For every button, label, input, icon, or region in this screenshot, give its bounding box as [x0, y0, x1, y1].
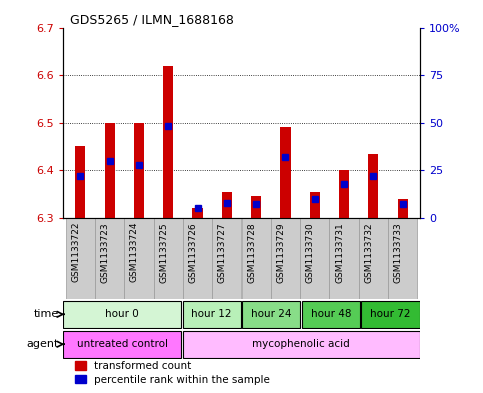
- Bar: [95, 218, 124, 299]
- Bar: [310, 192, 320, 218]
- Bar: [183, 218, 212, 299]
- Bar: [192, 208, 203, 218]
- Bar: [302, 301, 360, 328]
- Bar: [163, 66, 173, 218]
- Text: mycophenolic acid: mycophenolic acid: [252, 339, 350, 349]
- Text: GSM1133724: GSM1133724: [130, 222, 139, 283]
- Bar: [398, 199, 408, 218]
- Bar: [361, 301, 420, 328]
- Bar: [134, 123, 144, 218]
- Text: hour 0: hour 0: [105, 309, 139, 319]
- Bar: [388, 218, 417, 299]
- Bar: [183, 301, 241, 328]
- Text: hour 24: hour 24: [251, 309, 292, 319]
- Bar: [124, 218, 154, 299]
- Bar: [339, 170, 349, 218]
- Bar: [242, 301, 300, 328]
- Text: hour 12: hour 12: [191, 309, 232, 319]
- Text: GSM1133722: GSM1133722: [71, 222, 80, 283]
- Bar: [359, 218, 388, 299]
- Text: GSM1133726: GSM1133726: [188, 222, 198, 283]
- Text: GDS5265 / ILMN_1688168: GDS5265 / ILMN_1688168: [70, 13, 234, 26]
- Bar: [329, 218, 359, 299]
- Bar: [104, 123, 115, 218]
- Text: GSM1133723: GSM1133723: [100, 222, 110, 283]
- Bar: [280, 127, 291, 218]
- Text: agent: agent: [27, 339, 59, 349]
- Bar: [251, 196, 261, 218]
- Text: hour 72: hour 72: [370, 309, 411, 319]
- Bar: [300, 218, 329, 299]
- Text: GSM1133729: GSM1133729: [276, 222, 285, 283]
- Legend: transformed count, percentile rank within the sample: transformed count, percentile rank withi…: [75, 362, 270, 384]
- Text: GSM1133732: GSM1133732: [364, 222, 373, 283]
- Text: GSM1133727: GSM1133727: [218, 222, 227, 283]
- Bar: [183, 331, 420, 358]
- Text: GSM1133728: GSM1133728: [247, 222, 256, 283]
- Text: hour 48: hour 48: [311, 309, 351, 319]
- Text: GSM1133731: GSM1133731: [335, 222, 344, 283]
- Bar: [271, 218, 300, 299]
- Bar: [63, 331, 181, 358]
- Bar: [75, 147, 85, 218]
- Text: GSM1133733: GSM1133733: [394, 222, 403, 283]
- Bar: [222, 192, 232, 218]
- Bar: [66, 218, 95, 299]
- Text: untreated control: untreated control: [77, 339, 168, 349]
- Text: time: time: [34, 309, 59, 319]
- Bar: [242, 218, 271, 299]
- Bar: [212, 218, 242, 299]
- Bar: [63, 301, 181, 328]
- Bar: [368, 154, 379, 218]
- Text: GSM1133730: GSM1133730: [306, 222, 315, 283]
- Text: GSM1133725: GSM1133725: [159, 222, 168, 283]
- Bar: [154, 218, 183, 299]
